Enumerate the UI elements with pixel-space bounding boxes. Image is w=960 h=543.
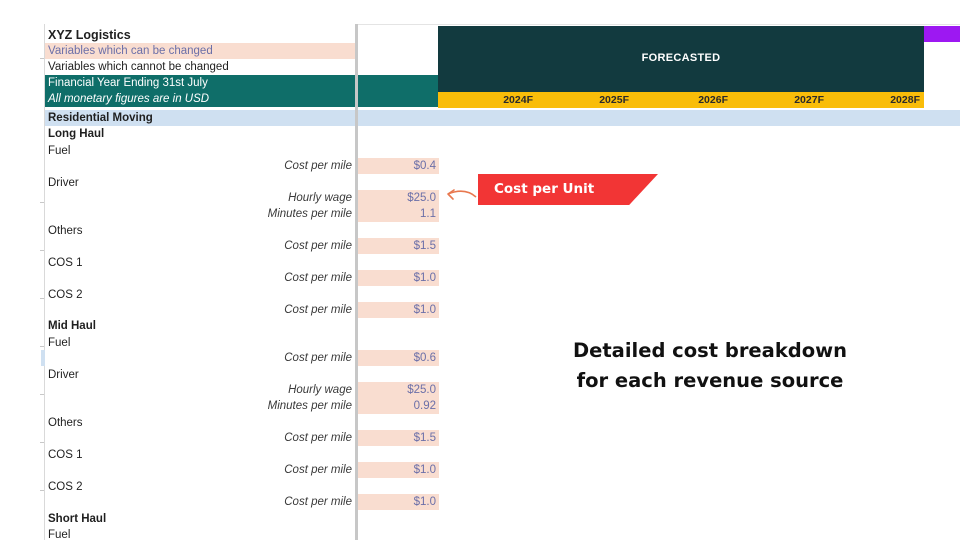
mh-cos2-cpm-label: Cost per mile [284, 496, 352, 508]
mh-cos1-cpm-value[interactable]: $1.0 [358, 462, 439, 478]
row-tick [40, 202, 44, 203]
row-tick [40, 298, 44, 299]
mh-fuel-cpm-label: Cost per mile [284, 352, 352, 364]
lh-fuel-label[interactable]: Fuel [48, 145, 71, 157]
lh-cos2-cpm-label: Cost per mile [284, 304, 352, 316]
lh-mpm-label: Minutes per mile [267, 208, 352, 220]
company-name[interactable]: XYZ Logistics [48, 28, 131, 42]
long-haul-label[interactable]: Long Haul [48, 128, 105, 140]
forecast-title: FORECASTED [641, 52, 721, 64]
accent-cell [924, 26, 960, 42]
lh-mpm-value[interactable]: 1.1 [358, 206, 439, 222]
mh-cos2-cpm-value[interactable]: $1.0 [358, 494, 439, 510]
row-tick [40, 346, 44, 347]
row-tick [40, 58, 44, 59]
year-2028[interactable]: 2028F [890, 94, 920, 106]
mh-fuel-cpm-value[interactable]: $0.6 [358, 350, 439, 366]
mh-cos1-label[interactable]: COS 1 [48, 449, 83, 461]
legend-changeable[interactable]: Variables which can be changed [45, 43, 355, 59]
caption-line-1: Detailed cost breakdown [572, 339, 848, 362]
lh-fuel-cpm-label: Cost per mile [284, 160, 352, 172]
year-2026[interactable]: 2026F [698, 94, 728, 106]
lh-wage-value[interactable]: $25.0 [358, 190, 439, 206]
row-tick [40, 490, 44, 491]
selected-row-marker [41, 350, 45, 366]
cost-per-unit-callout [478, 174, 658, 205]
sh-fuel-label[interactable]: Fuel [48, 529, 71, 541]
mh-fuel-label[interactable]: Fuel [48, 337, 71, 349]
usd-row-bg [45, 91, 438, 107]
mh-mpm-label: Minutes per mile [267, 400, 352, 412]
row-tick [40, 250, 44, 251]
currency-note[interactable]: All monetary figures are in USD [48, 93, 210, 105]
lh-fuel-cpm-value[interactable]: $0.4 [358, 158, 439, 174]
lh-driver-label[interactable]: Driver [48, 177, 79, 189]
mh-others-cpm-label: Cost per mile [284, 432, 352, 444]
lh-cos1-label[interactable]: COS 1 [48, 257, 83, 269]
curved-arrow-icon [447, 189, 477, 200]
mh-others-label[interactable]: Others [48, 417, 83, 429]
lh-cos2-label[interactable]: COS 2 [48, 289, 83, 301]
lh-others-cpm-label: Cost per mile [284, 240, 352, 252]
legend-fixed[interactable]: Variables which cannot be changed [48, 61, 229, 73]
lh-others-label[interactable]: Others [48, 225, 83, 237]
year-2025[interactable]: 2025F [599, 94, 629, 106]
mh-mpm-value[interactable]: 0.92 [358, 398, 439, 414]
section-title[interactable]: Residential Moving [48, 112, 153, 124]
year-2027[interactable]: 2027F [794, 94, 824, 106]
mh-cos2-label[interactable]: COS 2 [48, 481, 83, 493]
lh-wage-label: Hourly wage [288, 192, 352, 204]
top-gridline [358, 24, 960, 25]
mh-driver-label[interactable]: Driver [48, 369, 79, 381]
mid-haul-label[interactable]: Mid Haul [48, 320, 96, 332]
row-gutter [44, 24, 45, 540]
forecast-header [438, 26, 924, 92]
row-tick [40, 394, 44, 395]
callout-text: Cost per Unit [494, 181, 595, 197]
short-haul-label[interactable]: Short Haul [48, 513, 107, 525]
lh-cos1-cpm-label: Cost per mile [284, 272, 352, 284]
lh-others-cpm-value[interactable]: $1.5 [358, 238, 439, 254]
fy-label[interactable]: Financial Year Ending 31st July [48, 77, 208, 89]
lh-cos1-cpm-value[interactable]: $1.0 [358, 270, 439, 286]
freeze-pane-divider[interactable] [355, 24, 358, 540]
caption-line-2: for each revenue source [576, 369, 844, 392]
mh-cos1-cpm-label: Cost per mile [284, 464, 352, 476]
section-row-bg [45, 110, 960, 126]
mh-others-cpm-value[interactable]: $1.5 [358, 430, 439, 446]
mh-wage-label: Hourly wage [288, 384, 352, 396]
year-header-bar [438, 92, 924, 108]
fy-row-bg [45, 75, 438, 91]
row-tick [40, 442, 44, 443]
lh-cos2-cpm-value[interactable]: $1.0 [358, 302, 439, 318]
mh-wage-value[interactable]: $25.0 [358, 382, 439, 398]
year-2024[interactable]: 2024F [503, 94, 533, 106]
